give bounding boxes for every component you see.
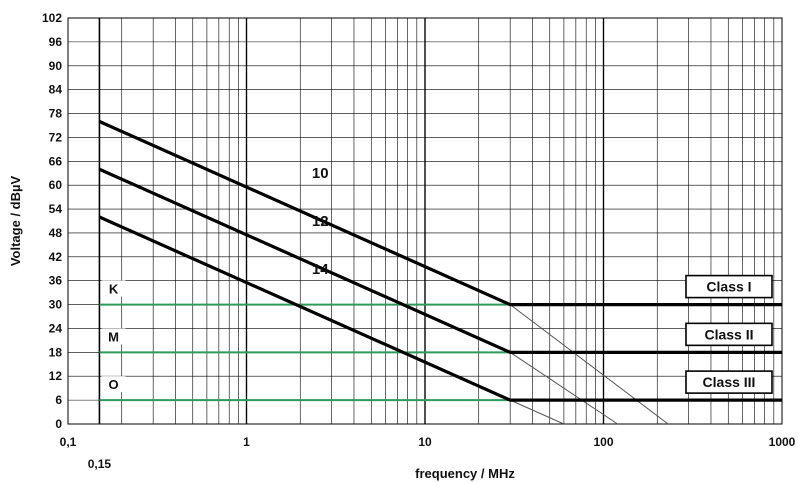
x-tick-label: 10 <box>418 435 432 449</box>
y-tick-label: 72 <box>49 130 63 144</box>
class-label: Class II <box>704 326 753 342</box>
class-label: Class III <box>703 374 756 390</box>
y-tick-label: 24 <box>49 321 63 335</box>
y-tick-label: 54 <box>49 202 63 216</box>
x-tick-label: 1000 <box>769 435 796 449</box>
y-tick-label: 42 <box>49 250 63 264</box>
y-tick-label: 78 <box>49 107 63 121</box>
y-tick-label: 60 <box>49 178 63 192</box>
y-tick-label: 96 <box>49 35 63 49</box>
x-tick-label: 100 <box>593 435 613 449</box>
series-label-14: 14 <box>312 261 329 278</box>
y-tick-label: 30 <box>49 298 63 312</box>
level-label-bg <box>101 328 126 345</box>
level-label-M: M <box>108 329 119 344</box>
series-extension <box>509 399 565 425</box>
series-label-12: 12 <box>312 213 329 230</box>
x-tick-label-extra: 0,15 <box>88 457 112 471</box>
class-box <box>685 370 773 394</box>
level-label-K: K <box>109 282 119 297</box>
y-tick-label: 36 <box>49 274 63 288</box>
series-extension <box>509 304 669 425</box>
class-label: Class I <box>706 279 751 295</box>
y-tick-label: 18 <box>49 345 63 359</box>
level-label-bg <box>101 280 126 297</box>
class-box <box>685 322 773 347</box>
y-tick-label: 66 <box>49 154 63 168</box>
y-tick-label: 102 <box>42 11 62 25</box>
y-tick-label: 0 <box>55 417 62 431</box>
class-box <box>685 274 773 299</box>
y-axis-title: Voltage / dBµV <box>8 176 23 267</box>
x-axis-title: frequency / MHz <box>415 466 515 481</box>
series-extension <box>509 351 618 425</box>
level-label-bg <box>101 376 126 393</box>
series-label-10: 10 <box>312 165 329 182</box>
y-tick-label: 84 <box>49 83 63 97</box>
x-tick-label: 1 <box>243 435 250 449</box>
x-tick-label: 0,1 <box>60 435 77 449</box>
y-tick-label: 90 <box>49 59 63 73</box>
level-label-O: O <box>109 377 119 392</box>
y-tick-label: 6 <box>55 393 62 407</box>
y-tick-label: 12 <box>49 369 63 383</box>
y-tick-label: 48 <box>49 226 63 240</box>
